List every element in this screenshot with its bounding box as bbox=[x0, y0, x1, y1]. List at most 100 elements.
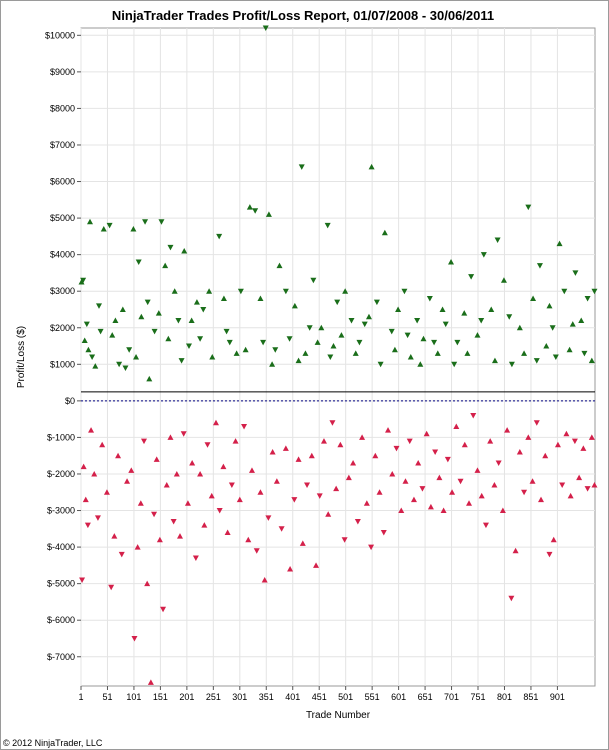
loss-trade-marker bbox=[170, 519, 177, 525]
loss-trade-marker bbox=[345, 474, 352, 481]
profit-trade-marker bbox=[420, 335, 427, 342]
x-tick-label: 301 bbox=[232, 692, 247, 702]
loss-trade-marker bbox=[329, 420, 336, 426]
loss-trade-marker bbox=[131, 635, 138, 642]
profit-trade-marker bbox=[494, 237, 501, 244]
profit-trade-marker bbox=[591, 288, 598, 295]
loss-trade-marker bbox=[108, 584, 115, 591]
profit-trade-marker bbox=[265, 211, 272, 217]
y-tick-label: $5000 bbox=[50, 213, 75, 223]
loss-trade-marker bbox=[363, 500, 370, 506]
loss-trade-marker bbox=[91, 470, 98, 477]
profit-trade-marker bbox=[566, 346, 573, 353]
loss-trade-marker bbox=[224, 529, 231, 535]
profit-trade-marker bbox=[388, 328, 395, 335]
loss-trade-marker bbox=[546, 551, 553, 558]
profit-trade-marker bbox=[426, 296, 433, 302]
profit-trade-marker bbox=[237, 288, 244, 295]
loss-trade-marker bbox=[269, 449, 276, 455]
profit-trade-marker bbox=[135, 259, 142, 265]
loss-trade-marker bbox=[201, 522, 208, 528]
profit-trade-marker bbox=[561, 288, 568, 295]
x-tick-label: 851 bbox=[523, 692, 538, 702]
profit-trade-marker bbox=[327, 354, 334, 360]
loss-trade-marker bbox=[94, 515, 101, 521]
profit-trade-marker bbox=[144, 299, 151, 306]
loss-trade-marker bbox=[398, 507, 405, 514]
profit-trade-marker bbox=[569, 321, 576, 327]
x-tick-label: 51 bbox=[102, 692, 112, 702]
profit-trade-marker bbox=[97, 328, 104, 335]
loss-trade-marker bbox=[444, 456, 451, 463]
profit-trade-marker bbox=[365, 313, 372, 320]
x-tick-label: 251 bbox=[206, 692, 221, 702]
profit-trade-marker bbox=[269, 361, 276, 367]
loss-trade-marker bbox=[153, 456, 160, 462]
profit-trade-marker bbox=[206, 288, 213, 294]
baseline-layer bbox=[81, 391, 595, 402]
profit-trade-marker bbox=[85, 346, 92, 353]
loss-trade-marker bbox=[482, 522, 489, 529]
profit-trade-marker bbox=[257, 295, 264, 302]
y-tick-label: $0 bbox=[65, 396, 75, 406]
profit-trade-marker bbox=[185, 343, 192, 350]
profit-trade-marker bbox=[451, 361, 458, 368]
loss-trade-marker bbox=[313, 562, 320, 568]
loss-trade-marker bbox=[427, 503, 434, 510]
loss-trade-marker bbox=[295, 456, 302, 462]
profit-trade-marker bbox=[431, 339, 438, 346]
loss-trade-marker bbox=[216, 508, 223, 514]
loss-trade-marker bbox=[156, 536, 163, 543]
loss-trade-marker bbox=[470, 412, 477, 419]
loss-trade-marker bbox=[359, 434, 366, 440]
loss-trade-marker bbox=[236, 496, 243, 503]
loss-trade-marker bbox=[245, 536, 252, 543]
loss-trade-marker bbox=[204, 442, 211, 448]
loss-trade-marker bbox=[495, 460, 502, 467]
loss-trade-marker bbox=[554, 441, 561, 448]
profit-trade-marker bbox=[525, 204, 532, 211]
profit-trade-marker bbox=[220, 295, 227, 302]
profit-trade-marker bbox=[572, 270, 579, 276]
profit-trade-marker bbox=[361, 321, 368, 328]
y-tick-label: $-2000 bbox=[47, 469, 75, 479]
loss-trade-marker bbox=[487, 438, 494, 444]
loss-trade-marker bbox=[88, 427, 95, 433]
loss-trade-marker bbox=[212, 419, 219, 426]
loss-trade-marker bbox=[308, 452, 315, 459]
y-tick-label: $6000 bbox=[50, 177, 75, 187]
loss-trade-marker bbox=[466, 500, 473, 506]
y-tick-label: $9000 bbox=[50, 67, 75, 77]
loss-trade-marker bbox=[160, 606, 167, 613]
profit-trade-marker bbox=[272, 347, 279, 353]
profit-trade-marker bbox=[536, 263, 543, 269]
loss-trade-marker bbox=[440, 507, 447, 514]
profit-trade-marker bbox=[356, 339, 363, 346]
loss-trade-marker bbox=[261, 576, 268, 583]
loss-trade-marker bbox=[118, 551, 125, 558]
loss-trade-marker bbox=[180, 431, 187, 437]
loss-trade-marker bbox=[368, 544, 375, 551]
loss-trade-marker bbox=[124, 478, 131, 484]
loss-trade-marker bbox=[140, 438, 147, 445]
loss-trade-marker bbox=[316, 493, 323, 499]
loss-trade-marker bbox=[299, 540, 306, 546]
profit-trade-marker bbox=[246, 204, 253, 210]
profit-trade-marker bbox=[295, 357, 302, 364]
profit-trade-marker bbox=[588, 357, 595, 364]
y-tick-label: $2000 bbox=[50, 323, 75, 333]
profit-trade-marker bbox=[368, 163, 375, 170]
loss-trade-marker bbox=[79, 577, 86, 583]
loss-trade-marker bbox=[184, 500, 191, 506]
y-tick-label: $1000 bbox=[50, 359, 75, 369]
loss-trade-marker bbox=[406, 438, 413, 445]
points-layer bbox=[78, 25, 598, 685]
profit-trade-marker bbox=[112, 317, 119, 323]
plot-area bbox=[80, 27, 596, 687]
loss-trade-marker bbox=[461, 441, 468, 448]
y-tick-label: $-7000 bbox=[47, 652, 75, 662]
loss-trade-marker bbox=[436, 474, 443, 481]
loss-trade-marker bbox=[337, 441, 344, 448]
loss-trade-marker bbox=[273, 478, 280, 484]
loss-trade-marker bbox=[580, 445, 587, 451]
